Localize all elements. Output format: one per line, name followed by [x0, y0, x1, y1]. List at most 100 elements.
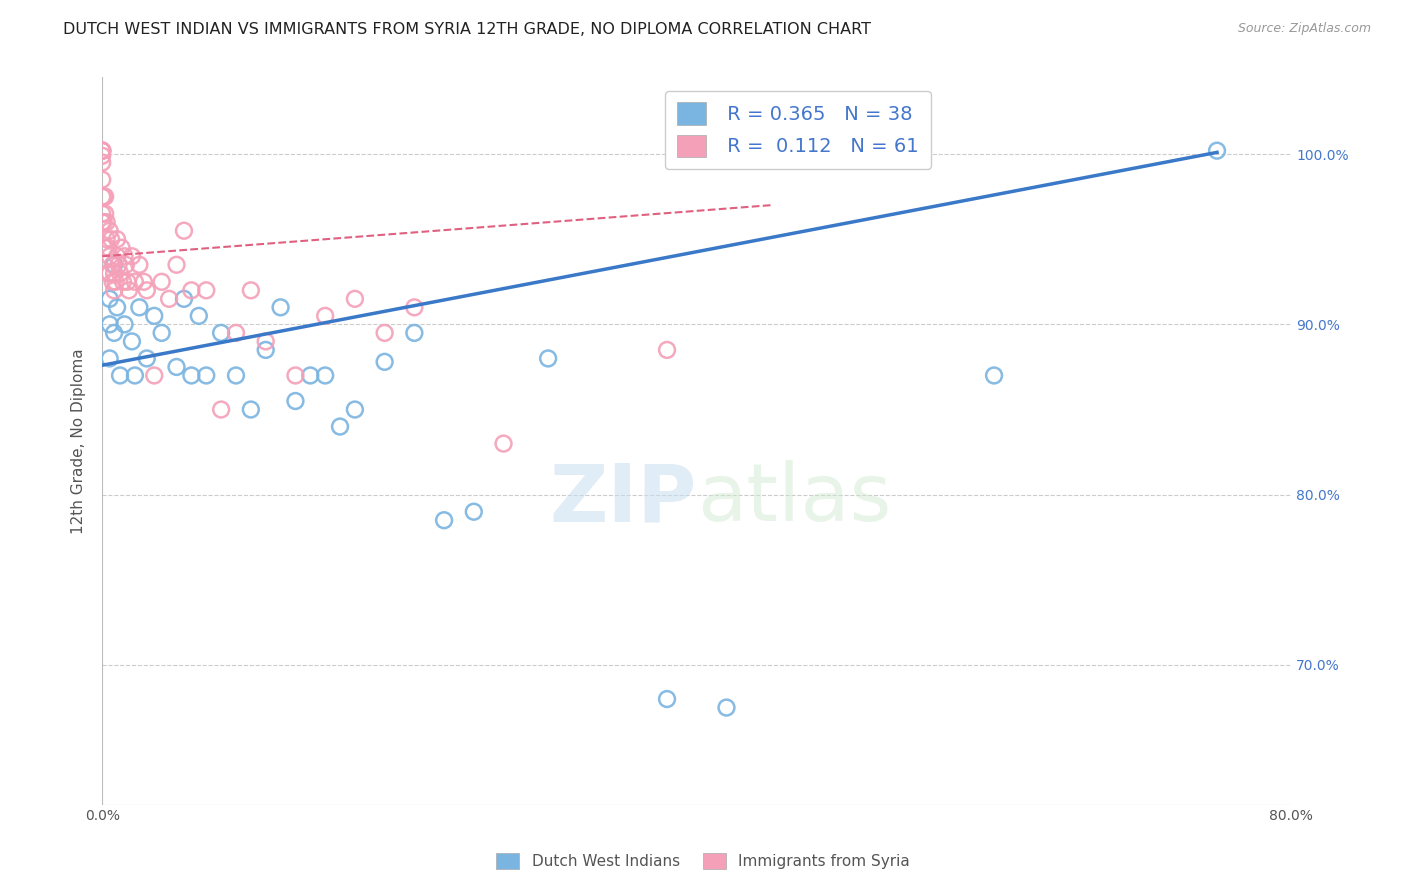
Point	[96, 215, 118, 229]
Point	[239, 283, 262, 297]
Point	[91, 215, 114, 229]
Point	[115, 258, 138, 272]
Point	[101, 275, 124, 289]
Point	[108, 368, 131, 383]
Point	[195, 283, 218, 297]
Point	[254, 343, 277, 357]
Point	[983, 368, 1005, 383]
Point	[103, 266, 125, 280]
Point	[173, 224, 195, 238]
Point	[94, 189, 117, 203]
Point	[716, 700, 738, 714]
Point	[94, 241, 117, 255]
Point	[124, 368, 146, 383]
Point	[111, 275, 134, 289]
Point	[91, 172, 114, 186]
Point	[121, 249, 143, 263]
Point	[128, 258, 150, 272]
Point	[166, 359, 188, 374]
Point	[97, 241, 120, 255]
Point	[143, 368, 166, 383]
Legend:  R = 0.365   N = 38,  R =  0.112   N = 61: R = 0.365 N = 38, R = 0.112 N = 61	[665, 91, 931, 169]
Point	[1206, 144, 1229, 158]
Point	[98, 249, 121, 263]
Point	[314, 368, 336, 383]
Point	[195, 368, 218, 383]
Point	[97, 266, 120, 280]
Point	[91, 189, 114, 203]
Point	[91, 207, 114, 221]
Point	[254, 334, 277, 349]
Point	[114, 249, 136, 263]
Point	[105, 249, 128, 263]
Point	[374, 355, 396, 369]
Point	[103, 283, 125, 297]
Point	[91, 155, 114, 169]
Point	[239, 402, 262, 417]
Point	[98, 318, 121, 332]
Point	[187, 309, 209, 323]
Point	[166, 258, 188, 272]
Point	[655, 692, 678, 706]
Point	[157, 292, 180, 306]
Point	[404, 301, 426, 315]
Point	[270, 301, 292, 315]
Point	[343, 402, 366, 417]
Point	[209, 326, 232, 340]
Point	[93, 215, 115, 229]
Y-axis label: 12th Grade, No Diploma: 12th Grade, No Diploma	[72, 348, 86, 533]
Point	[91, 149, 114, 163]
Point	[98, 266, 121, 280]
Point	[117, 275, 139, 289]
Point	[98, 292, 121, 306]
Point	[96, 232, 118, 246]
Point	[655, 343, 678, 357]
Point	[225, 326, 247, 340]
Text: atlas: atlas	[697, 460, 891, 538]
Point	[103, 326, 125, 340]
Point	[128, 301, 150, 315]
Point	[94, 207, 117, 221]
Point	[173, 292, 195, 306]
Point	[100, 232, 122, 246]
Point	[98, 224, 121, 238]
Point	[180, 368, 202, 383]
Point	[101, 258, 124, 272]
Point	[225, 368, 247, 383]
Point	[150, 326, 173, 340]
Point	[124, 275, 146, 289]
Text: Source: ZipAtlas.com: Source: ZipAtlas.com	[1237, 22, 1371, 36]
Point	[103, 258, 125, 272]
Point	[91, 144, 114, 158]
Point	[93, 189, 115, 203]
Point	[463, 505, 485, 519]
Point	[91, 144, 114, 158]
Point	[104, 275, 127, 289]
Point	[404, 326, 426, 340]
Point	[114, 318, 136, 332]
Point	[433, 513, 456, 527]
Point	[105, 232, 128, 246]
Point	[329, 419, 352, 434]
Legend: Dutch West Indians, Immigrants from Syria: Dutch West Indians, Immigrants from Syri…	[491, 847, 915, 875]
Point	[284, 368, 307, 383]
Point	[314, 309, 336, 323]
Point	[284, 394, 307, 409]
Point	[135, 283, 157, 297]
Point	[108, 266, 131, 280]
Point	[374, 326, 396, 340]
Point	[118, 283, 141, 297]
Point	[135, 351, 157, 366]
Point	[91, 144, 114, 158]
Point	[492, 436, 515, 450]
Point	[143, 309, 166, 323]
Point	[209, 402, 232, 417]
Point	[107, 258, 129, 272]
Point	[98, 351, 121, 366]
Point	[150, 275, 173, 289]
Text: ZIP: ZIP	[550, 460, 697, 538]
Text: DUTCH WEST INDIAN VS IMMIGRANTS FROM SYRIA 12TH GRADE, NO DIPLOMA CORRELATION CH: DUTCH WEST INDIAN VS IMMIGRANTS FROM SYR…	[63, 22, 872, 37]
Point	[537, 351, 560, 366]
Point	[110, 241, 132, 255]
Point	[299, 368, 322, 383]
